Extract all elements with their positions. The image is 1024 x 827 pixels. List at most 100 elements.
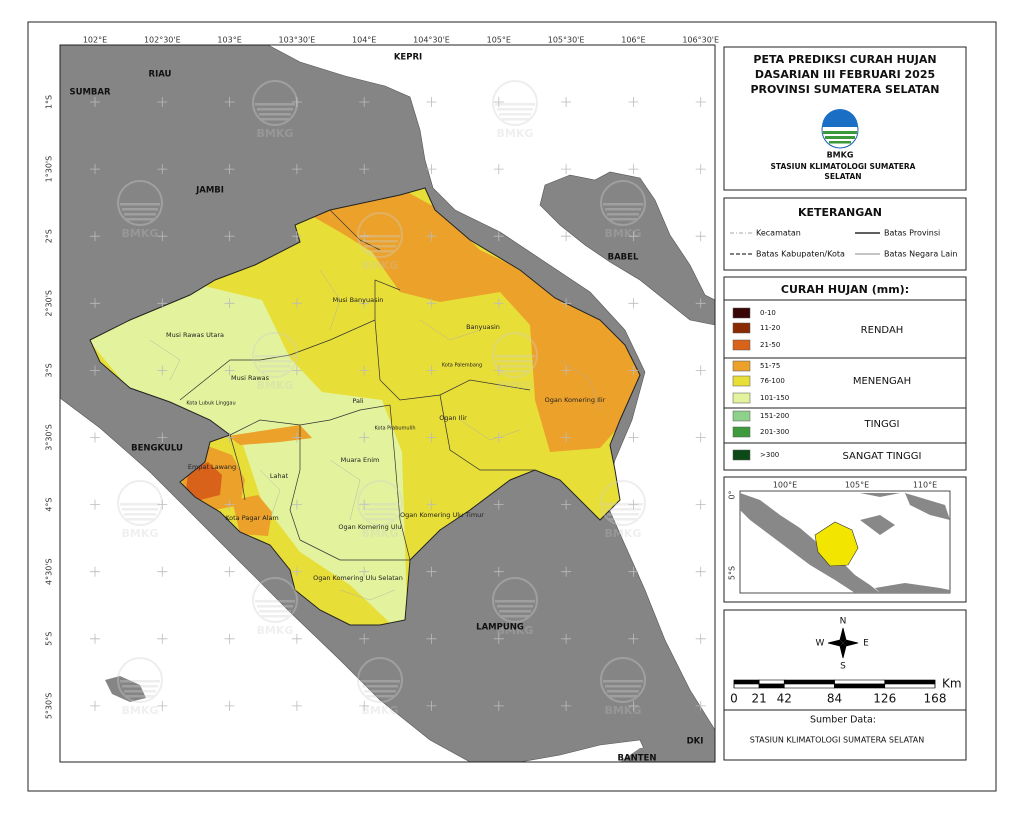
graticule-cross: [157, 633, 168, 644]
watermark-logo: [252, 577, 298, 623]
watermark-stripe: [126, 218, 154, 221]
graticule-cross: [157, 298, 168, 309]
graticule-cross: [90, 633, 100, 644]
compass-label: E: [863, 639, 869, 649]
district-borders: [179, 209, 535, 561]
watermark-stripe: [603, 203, 643, 206]
graticule-cross: [695, 566, 706, 577]
graticule-cross: [359, 97, 370, 107]
watermark-stripe: [499, 610, 531, 613]
watermark: BMKG: [600, 180, 646, 240]
watermark-stripe: [261, 370, 289, 373]
watermark-text: BMKG: [497, 624, 534, 637]
region-label: Kota Pagar Alam: [225, 514, 279, 522]
region-label: Musi Rawas: [231, 374, 270, 382]
watermark: BMKG: [357, 480, 403, 540]
neighbor-label: JAMBI: [195, 186, 224, 196]
inset-province: [814, 521, 859, 567]
graticule-cross: [561, 365, 572, 376]
graticule-cross: [291, 231, 302, 242]
graticule-cross: [561, 566, 572, 577]
watermark: BMKG: [357, 212, 403, 272]
scale-unit: Km: [942, 677, 962, 691]
graticule-cross: [90, 566, 100, 577]
region-label: Banyuasin: [466, 323, 500, 331]
scale-segment: [884, 679, 936, 685]
legend-box: [723, 197, 967, 271]
lon-label: 104°30'E: [413, 36, 450, 45]
graticule-cross: [90, 164, 100, 175]
watermark-logo: [492, 577, 538, 623]
lon-label: 104°E: [352, 36, 376, 45]
legend-title: KETERANGAN: [798, 206, 882, 219]
graticule-cross: [426, 298, 437, 309]
region-label: Ogan Komering Ulu: [338, 523, 401, 531]
watermark-logo: [117, 657, 163, 703]
lat-label: 4°S: [45, 498, 54, 512]
lat-label: 3°S: [45, 363, 54, 377]
rain-zone: [186, 462, 222, 500]
graticule-cross: [157, 566, 168, 577]
graticule-cross: [426, 700, 437, 711]
neighbor-label: SUMBAR: [69, 88, 111, 98]
bangka-island: [539, 171, 715, 326]
watermark-stripe: [364, 513, 396, 516]
lat-label: 1°S: [45, 95, 54, 109]
graticule-cross: [695, 499, 706, 510]
graticule-cross: [90, 499, 100, 510]
watermark-stripe: [362, 240, 398, 243]
graticule-cross: [90, 700, 100, 711]
rain-zone: [228, 425, 312, 445]
watermark-stripe: [497, 605, 533, 608]
graticule-cross: [695, 97, 706, 107]
watermark-text: BMKG: [257, 379, 294, 392]
legend-label: 201-300: [760, 428, 789, 436]
watermark-stripe: [609, 695, 637, 698]
neighbor-label: BENGKULU: [131, 444, 183, 454]
rainfall-box: [723, 276, 967, 471]
source-text: STASIUN KLIMATOLOGI SUMATERA SELATAN: [750, 736, 924, 745]
graticule-cross: [628, 633, 639, 644]
watermark-stripe: [257, 108, 293, 111]
graticule-cross: [224, 298, 235, 309]
watermark: BMKG: [117, 180, 163, 240]
java: [620, 740, 715, 762]
graticule-cross: [628, 298, 639, 309]
group-label: SANGAT TINGGI: [843, 451, 922, 462]
graticule: [90, 97, 706, 711]
graticule-cross: [426, 499, 437, 510]
lon-label: 103°30'E: [279, 36, 316, 45]
group-label: MENENGAH: [853, 376, 911, 387]
graticule-cross: [695, 700, 706, 711]
watermark-logo: [600, 180, 646, 226]
watermark-text: BMKG: [122, 704, 159, 717]
scale-label: 0: [730, 692, 738, 706]
neighbor-label: RIAU: [149, 70, 172, 80]
watermark-stripe: [360, 503, 400, 506]
watermark-stripe: [261, 118, 289, 121]
watermark-stripe: [497, 360, 533, 363]
scale-label: 42: [777, 692, 792, 706]
legend-item: Batas Negara Lain: [884, 250, 957, 259]
watermark-text: BMKG: [605, 527, 642, 540]
watermark-logo: [252, 332, 298, 378]
watermark-stripe: [360, 235, 400, 238]
watermark: BMKG: [600, 657, 646, 717]
bmkg-logo: [821, 109, 859, 149]
watermark-stripe: [609, 218, 637, 221]
watermark: BMKG: [492, 80, 538, 140]
scale-segment: [758, 683, 785, 689]
watermark-text: BMKG: [257, 624, 294, 637]
graticule-cross: [695, 298, 706, 309]
region-label: Lahat: [270, 472, 289, 480]
compass: [827, 627, 859, 659]
graticule-cross: [426, 164, 437, 175]
graticule-cross: [426, 432, 437, 443]
watermark: BMKG: [252, 80, 298, 140]
group-label: RENDAH: [861, 325, 904, 336]
watermark-text: BMKG: [362, 527, 399, 540]
watermark-logo: [117, 180, 163, 226]
graticule-cross: [291, 633, 302, 644]
graticule-cross: [359, 432, 370, 443]
watermark-stripe: [366, 695, 394, 698]
